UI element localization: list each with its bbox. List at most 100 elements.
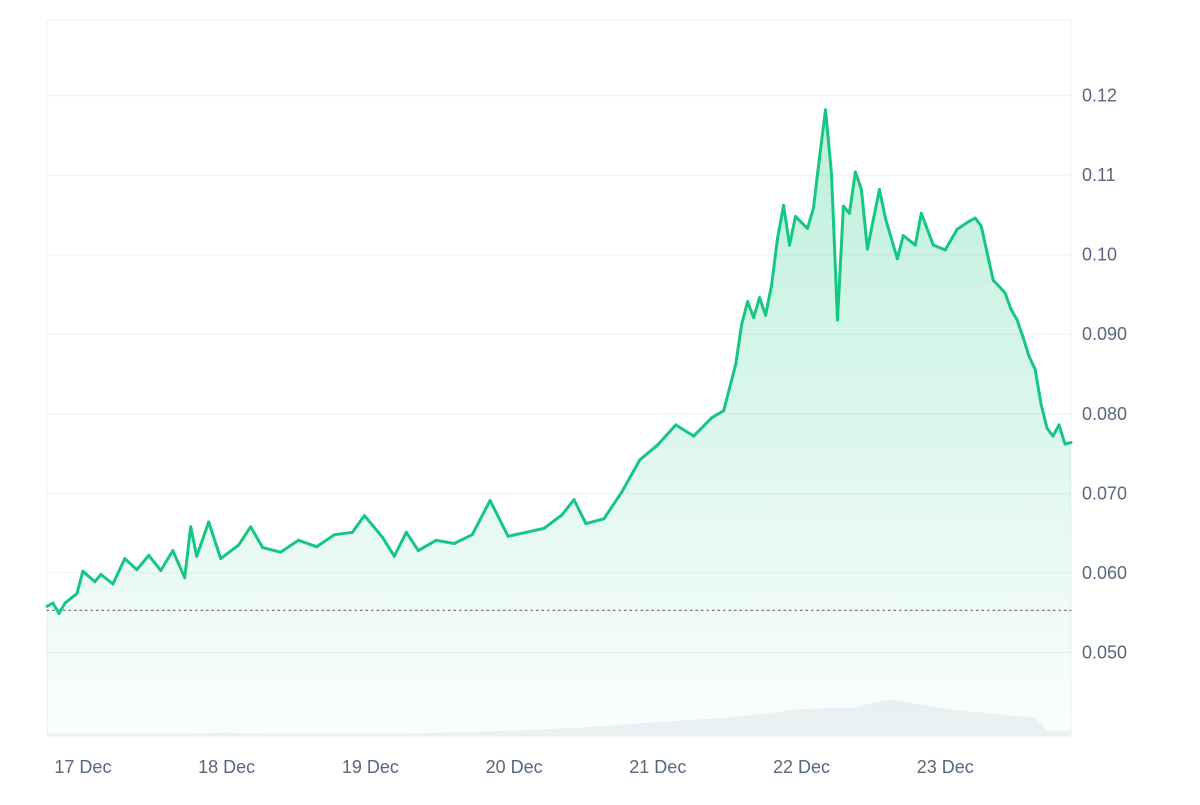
price-segment: [836, 204, 845, 322]
price-segment: [812, 156, 821, 210]
price-segment: [195, 520, 211, 558]
price-segment: [710, 409, 726, 420]
price-segment: [392, 530, 408, 558]
price-segment: [824, 108, 833, 175]
price-segment: [1051, 423, 1061, 438]
price-segment: [895, 234, 905, 261]
y-tick-label: 0.11: [1082, 165, 1116, 185]
y-tick-label: 0.090: [1082, 324, 1127, 344]
price-segment: [794, 215, 809, 230]
price-segment: [973, 216, 983, 228]
price-segment: [159, 549, 175, 572]
price-segment: [506, 530, 528, 538]
price-segment: [853, 170, 863, 191]
price-segment: [416, 538, 438, 553]
price-segment: [350, 514, 366, 534]
price-segment: [584, 517, 606, 526]
price-segment: [99, 573, 115, 586]
price-segment: [57, 601, 67, 615]
price-segment: [764, 283, 774, 317]
price-segment: [1003, 291, 1013, 312]
price-segment: [1063, 440, 1073, 446]
price-segment: [183, 525, 193, 580]
price-segment: [877, 188, 887, 220]
price-segment: [620, 458, 642, 494]
x-tick-label: 18 Dec: [198, 757, 255, 777]
price-segment: [332, 530, 354, 537]
price-segment: [63, 592, 79, 605]
y-tick-label: 0.070: [1082, 483, 1127, 503]
price-segment: [979, 224, 995, 282]
price-segment: [147, 553, 163, 572]
price-segment: [865, 188, 881, 251]
price-segment: [1021, 335, 1031, 358]
y-tick-label: 0.050: [1082, 642, 1127, 662]
x-tick-label: 19 Dec: [342, 757, 399, 777]
price-segment: [572, 498, 588, 526]
price-segment: [1027, 355, 1037, 371]
x-tick-label: 21 Dec: [629, 757, 686, 777]
price-segment: [674, 423, 696, 438]
price-segment: [189, 525, 199, 558]
price-segment: [991, 278, 1007, 295]
price-segment: [1015, 318, 1025, 339]
price-segment: [818, 108, 827, 160]
price-segment: [638, 443, 660, 462]
price-segment: [883, 216, 899, 261]
price-segment: [722, 363, 738, 413]
price-segment: [279, 538, 300, 554]
x-tick-label: 23 Dec: [917, 757, 974, 777]
price-segment: [788, 215, 797, 247]
price-segment: [315, 533, 336, 549]
price-segment: [1039, 402, 1049, 430]
price-line-layer: [45, 108, 1073, 615]
price-segment: [919, 211, 935, 247]
price-segment: [1045, 426, 1055, 438]
price-segment: [135, 553, 151, 572]
price-segment: [75, 569, 85, 596]
price-segment: [776, 203, 786, 240]
price-segment: [111, 557, 127, 586]
price-segment: [692, 416, 714, 438]
price-segment: [782, 203, 791, 247]
y-tick-label: 0.060: [1082, 563, 1127, 583]
price-segment: [913, 211, 923, 247]
price-segment: [249, 525, 265, 549]
price-segment: [51, 601, 61, 615]
price-segment: [656, 423, 678, 447]
price-segment: [901, 234, 917, 247]
price-segment: [261, 546, 282, 554]
x-axis: 17 Dec 18 Dec 19 Dec 20 Dec 21 Dec 22 Dec 23 D…: [54, 757, 973, 777]
price-segment: [452, 533, 474, 545]
y-tick-label: 0.080: [1082, 404, 1127, 424]
price-segment: [434, 538, 456, 545]
price-segment: [859, 188, 869, 251]
x-tick-label: 22 Dec: [773, 757, 830, 777]
price-segment: [752, 296, 762, 319]
price-segment: [560, 498, 576, 517]
price-segment: [602, 490, 624, 521]
price-area: [47, 109, 1071, 736]
price-segment: [542, 513, 564, 530]
price-segment: [746, 300, 756, 319]
price-segment: [758, 296, 768, 317]
price-segment: [830, 172, 839, 322]
y-tick-label: 0.10: [1082, 245, 1117, 265]
price-segment: [81, 569, 97, 584]
price-segment: [524, 526, 546, 534]
price-segment: [237, 525, 253, 547]
price-segment: [1033, 367, 1043, 406]
price-segment: [207, 520, 223, 561]
price-segment: [931, 243, 947, 252]
price-segment: [362, 514, 384, 539]
price-segment: [171, 549, 187, 580]
price-segment: [943, 227, 959, 252]
price-segment: [1057, 423, 1067, 446]
price-segment: [93, 573, 103, 584]
price-segment: [806, 206, 815, 230]
y-axis: 0.12 0.11 0.10 0.090 0.080 0.070 0.060 0.050: [1082, 86, 1127, 663]
price-segment: [123, 557, 139, 572]
x-tick-label: 17 Dec: [54, 757, 111, 777]
